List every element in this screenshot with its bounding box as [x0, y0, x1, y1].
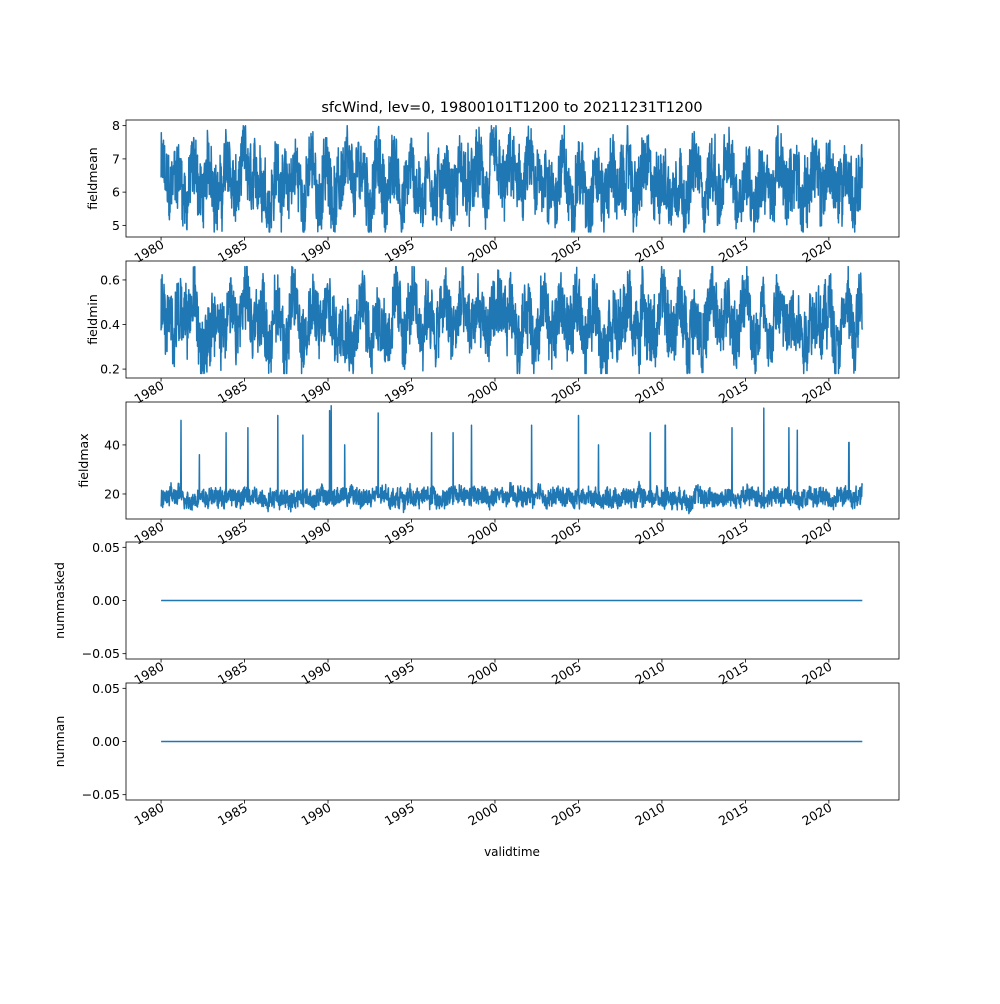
y-tick-label: 0.00	[92, 593, 120, 608]
y-axis-label: fieldmax	[76, 433, 91, 487]
y-tick-label: 0.6	[100, 272, 120, 287]
y-tick-label: 0.05	[92, 681, 120, 696]
y-tick-label: 0.00	[92, 734, 120, 749]
x-tick-label: 2000	[465, 519, 500, 548]
y-tick-label: 0.4	[100, 317, 120, 332]
x-tick-label: 1995	[382, 800, 417, 829]
x-tick-label: 1985	[215, 519, 250, 548]
x-tick-label: 1995	[382, 519, 417, 548]
x-tick-label: 1980	[132, 519, 167, 548]
x-tick-label: 1990	[298, 800, 333, 829]
y-tick-label: 0.05	[92, 540, 120, 555]
y-tick-label: 0.2	[100, 362, 120, 377]
y-tick-label: 7	[112, 151, 120, 166]
subplot-numnan: −0.05 0.00 0.05 numnan 1980 1985 1990 1995 2000 2…	[52, 681, 900, 829]
y-axis-label: fieldmean	[85, 147, 100, 209]
x-tick-label: 2020	[799, 519, 834, 548]
x-tick-label: 2015	[716, 519, 751, 548]
axes-frame	[125, 119, 900, 238]
y-axis-label: fieldmin	[85, 294, 100, 345]
x-tick-label: 2015	[716, 800, 751, 829]
y-axis-label: nummasked	[52, 562, 67, 639]
series-line-fieldmin	[160, 265, 864, 375]
y-tick-label: −0.05	[82, 646, 120, 661]
axes-frame	[125, 260, 900, 379]
x-tick-label: 1980	[132, 800, 167, 829]
y-tick-label: 6	[112, 185, 120, 200]
axes-frame	[125, 401, 900, 520]
chart-title: sfcWind, lev=0, 19800101T1200 to 2021123…	[321, 100, 702, 116]
y-tick-label: 5	[112, 218, 120, 233]
y-tick-label: 8	[112, 118, 120, 133]
subplot-fieldmax: 20 40 fieldmax 1980 1985 1990 1995 2000 2005 2010…	[76, 401, 900, 548]
x-tick-label: 1990	[298, 519, 333, 548]
x-tick-label: 2010	[632, 519, 667, 548]
y-tick-label: −0.05	[82, 787, 120, 802]
series-line-fieldmean	[160, 124, 864, 233]
x-axis-label: validtime	[484, 845, 540, 859]
x-tick-label: 2005	[549, 519, 584, 548]
x-tick-label: 2020	[799, 800, 834, 829]
x-tick-label: 1985	[215, 800, 250, 829]
y-axis-label: numnan	[52, 716, 67, 768]
x-tick-label: 2010	[632, 800, 667, 829]
y-tick-label: 20	[104, 486, 120, 501]
y-tick-label: 40	[104, 437, 120, 452]
x-tick-label: 2005	[549, 800, 584, 829]
x-tick-label: 2000	[465, 800, 500, 829]
series-line-fieldmax	[160, 404, 864, 515]
